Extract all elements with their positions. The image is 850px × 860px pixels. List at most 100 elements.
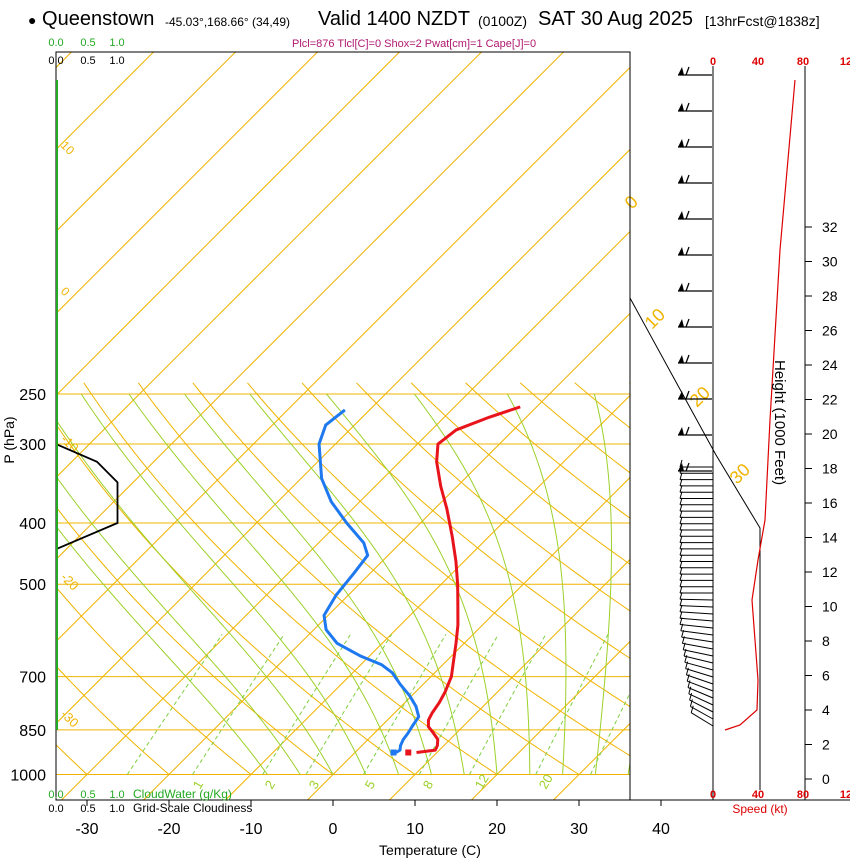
cloudiness-tick: 0.0 — [48, 55, 63, 67]
dry-adiabat — [56, 586, 252, 775]
wind-barb-flag — [678, 175, 684, 183]
wind-barb-feather — [685, 174, 690, 184]
mixing-ratio-line — [192, 634, 285, 775]
wind-barb-feather — [689, 699, 693, 707]
dry-adiabat — [56, 665, 170, 775]
height-tick-label: 18 — [822, 461, 838, 477]
isotherm-line — [307, 476, 630, 800]
wind-barb-feather — [686, 674, 690, 682]
dry-adiabat — [301, 382, 630, 659]
wind-barb-feather — [679, 522, 683, 531]
wind-barb-flag — [678, 247, 684, 255]
wind-barb-feather — [681, 636, 685, 644]
pressure-tick-label: 700 — [19, 670, 46, 687]
wind-barb — [679, 624, 714, 629]
wind-barb-flag — [678, 427, 684, 435]
cloudiness-label: Grid-Scale Cloudiness — [133, 801, 252, 815]
cloudiness-tick: 1.0 — [109, 55, 124, 67]
wind-barb-feather — [679, 503, 683, 512]
isotherm-line — [471, 640, 630, 800]
isotherm-line — [56, 52, 400, 397]
wind-barb-feather — [685, 667, 689, 676]
dry-adiabat — [628, 382, 630, 385]
isotherm-line — [56, 52, 564, 561]
wind-barb-feather — [679, 585, 683, 594]
wind-barb-feather — [689, 692, 693, 701]
isotherm-line — [225, 394, 630, 800]
wind-barb — [687, 680, 714, 692]
height-tick-label: 8 — [822, 633, 830, 649]
valid-time: Valid 1400 NZDT — [318, 8, 470, 30]
wind-barb-feather — [682, 642, 686, 650]
mixing-ratio-line — [469, 634, 547, 775]
wind-barb — [680, 630, 714, 636]
pressure-tick-label: 850 — [19, 723, 46, 740]
temperature-line — [416, 405, 521, 754]
dry-adiabat — [83, 382, 498, 775]
moist-adiabat — [184, 393, 432, 775]
wind-barb — [687, 687, 714, 699]
isotherm-line — [56, 52, 482, 479]
profile-layer — [55, 80, 521, 756]
moist-adiabat — [56, 475, 301, 775]
mixing-ratio-line — [126, 634, 223, 775]
moist-adiabat — [249, 393, 465, 775]
wind-barb-feather — [681, 629, 685, 638]
wind-barb-flag — [678, 319, 684, 327]
height-tick-label: 20 — [822, 426, 838, 442]
wind-barb-feather — [679, 617, 683, 625]
isotherm-line — [56, 52, 318, 315]
isotherm-line — [143, 312, 630, 800]
height-tick-label: 26 — [822, 323, 838, 339]
dry-adiabat-label-right: 0 — [621, 192, 642, 213]
wind-barb-feather — [679, 459, 683, 468]
wind-barb — [679, 598, 714, 601]
mixing-ratio-line — [363, 634, 447, 775]
wind-barb — [681, 636, 714, 643]
wind-barb — [686, 674, 714, 685]
grid-clip — [56, 52, 630, 800]
temperature-tick-label: -10 — [239, 821, 262, 838]
speed-tick-bottom: 12 — [840, 789, 850, 801]
mixing-ratio-label: 20 — [536, 771, 556, 791]
wind-barb-feather — [680, 623, 684, 631]
wind-barb-feather — [679, 529, 683, 537]
dry-adiabat-label-right: 30 — [726, 460, 754, 488]
cloudiness-tick: 1.0 — [109, 803, 124, 815]
mixing-ratio-line — [262, 634, 351, 775]
wind-barb-feather — [679, 598, 683, 606]
wind-barb-feather — [687, 680, 691, 688]
dry-adiabat-label: -20 — [58, 570, 82, 594]
wind-barb — [690, 705, 714, 720]
height-tick-label: 22 — [822, 392, 838, 408]
speed-profile-line — [724, 79, 796, 731]
isotherm-line — [56, 52, 236, 233]
dry-adiabat-label-right: 10 — [641, 305, 669, 333]
temperature-tick-label: 30 — [570, 821, 588, 838]
mixing-ratio-line — [535, 634, 609, 775]
utc-time: (0100Z) — [478, 13, 528, 29]
wind-barb-feather — [685, 426, 690, 436]
height-tick-label: 30 — [822, 254, 838, 270]
wind-barb-flag — [678, 67, 684, 75]
dry-adiabat-label-top: 0 — [58, 284, 73, 299]
height-tick-label: 12 — [822, 564, 838, 580]
wind-barb-feather — [685, 138, 690, 148]
temperature-axis-label: Temperature (C) — [379, 842, 481, 858]
dry-adiabat — [519, 382, 630, 474]
wind-barb-feather — [685, 102, 690, 112]
wind-barb-feather — [679, 554, 683, 562]
mixing-ratio-line — [305, 634, 393, 775]
mixing-ratio-line — [418, 634, 499, 775]
speed-tick-top: 80 — [797, 56, 809, 68]
pressure-tick-label: 1000 — [10, 768, 46, 785]
moist-adiabat — [593, 393, 612, 775]
isotherm-line — [553, 722, 630, 800]
wind-barb-feather — [685, 390, 690, 400]
wind-barb-feather — [679, 573, 683, 581]
forecast-run: [13hrFcst@1838z] — [705, 13, 820, 29]
mixing-ratio-label: 3 — [306, 778, 323, 792]
cloudwater-tick: 0.5 — [80, 789, 95, 801]
